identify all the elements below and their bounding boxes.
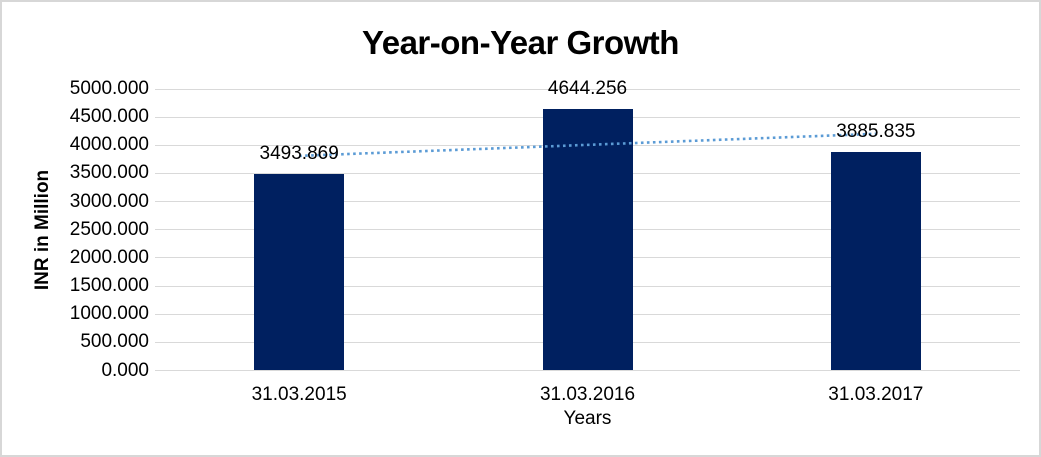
bar-31.03.2017 xyxy=(830,151,921,371)
y-tick-label: 0.000 xyxy=(101,359,149,381)
x-tick-label: 31.03.2016 xyxy=(539,383,636,405)
bar-data-label: 4644.256 xyxy=(547,78,628,100)
bar-31.03.2015 xyxy=(254,173,345,371)
y-tick-label: 3500.000 xyxy=(69,162,149,184)
y-tick-label: 1500.000 xyxy=(69,275,149,297)
y-tick-label: 5000.000 xyxy=(69,78,149,99)
bar-data-label: 3493.869 xyxy=(259,142,339,164)
bar-31.03.2016 xyxy=(542,109,633,371)
gridline xyxy=(155,370,1020,371)
bar-data-label: 3885.835 xyxy=(836,120,916,142)
x-axis-title: Years xyxy=(563,408,612,429)
y-tick-label: 1000.000 xyxy=(69,303,149,325)
y-tick-label: 2500.000 xyxy=(69,218,149,240)
chart-title: Year-on-Year Growth xyxy=(362,24,679,61)
gridline xyxy=(155,88,1020,90)
y-tick-label: 3000.000 xyxy=(69,190,149,212)
x-tick-label: 31.03.2017 xyxy=(828,383,924,405)
y-tick-label: 4500.000 xyxy=(69,106,149,128)
y-tick-label: 4000.000 xyxy=(69,134,149,156)
y-tick-label: 500.000 xyxy=(80,331,149,353)
y-tick-label: 2000.000 xyxy=(69,246,149,268)
x-tick-label: 31.03.2015 xyxy=(251,383,347,405)
